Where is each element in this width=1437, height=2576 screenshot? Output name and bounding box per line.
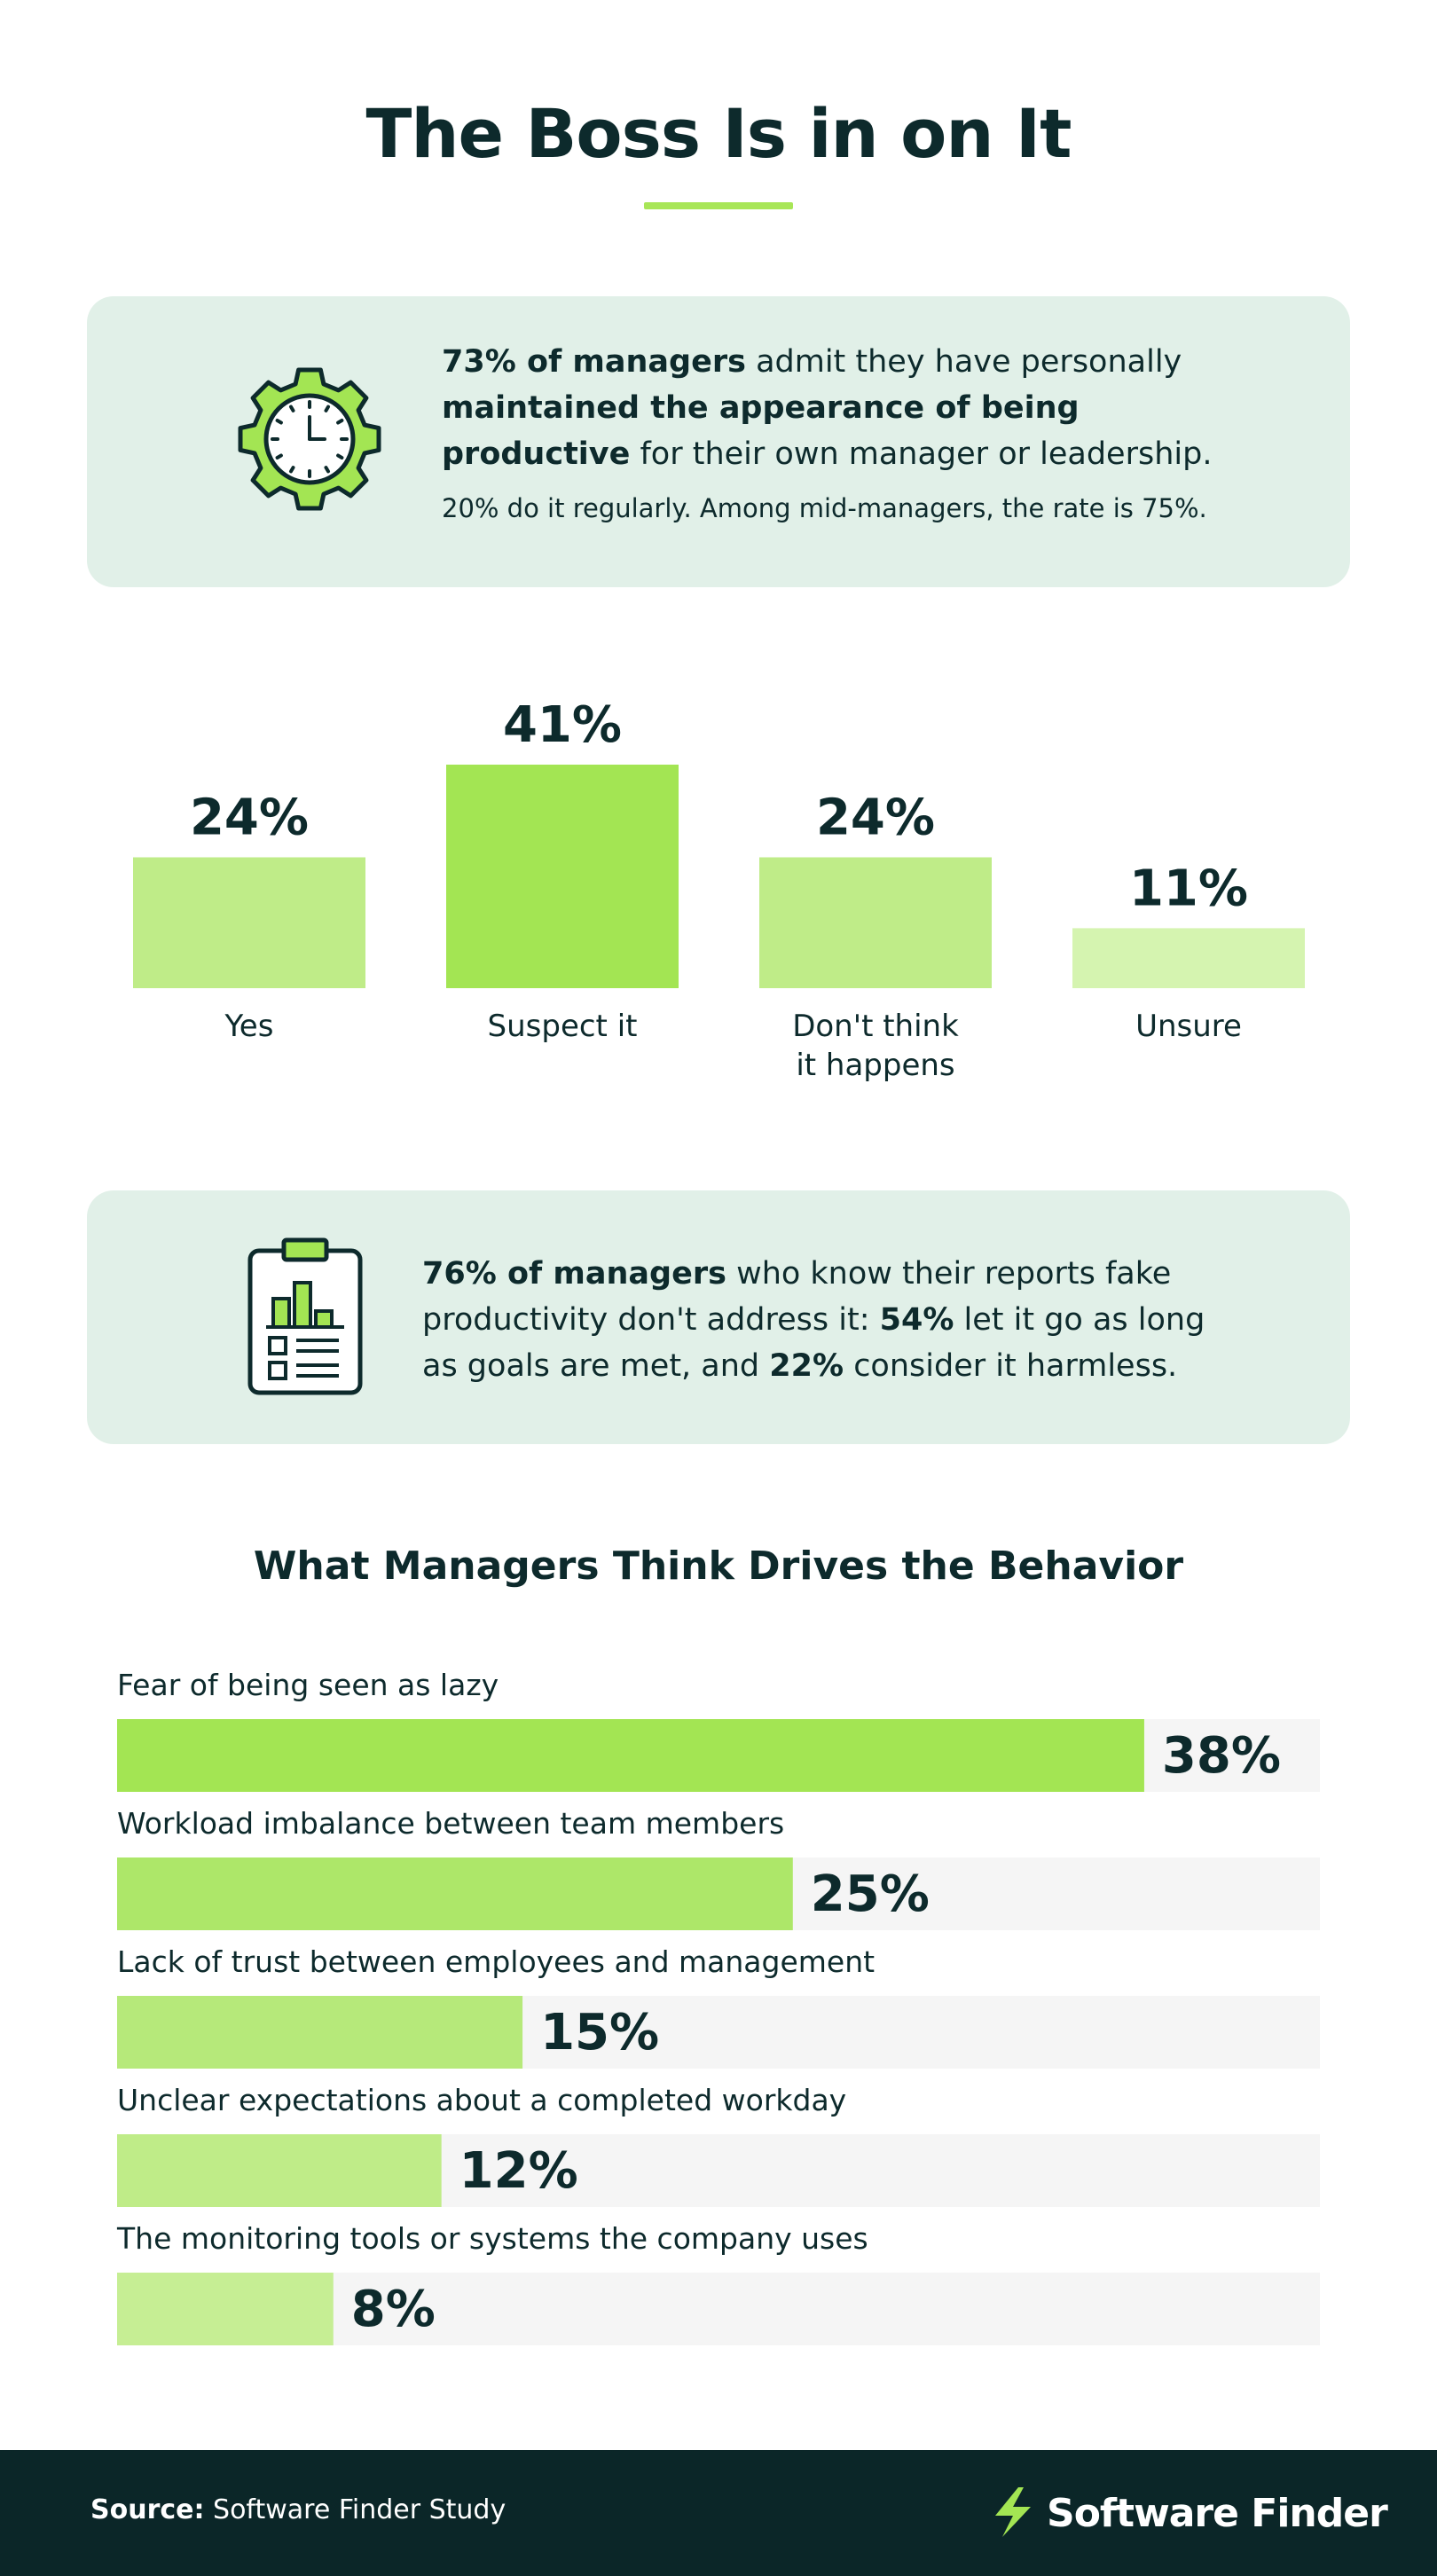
footer: Source: Software Finder Study Software F… [0, 2450, 1437, 2576]
bar [446, 765, 679, 988]
bar [117, 1719, 1144, 1792]
stat-highlight: 22% [769, 1348, 844, 1384]
gear-clock-icon [238, 367, 381, 511]
clipboard-chart-icon [247, 1237, 364, 1396]
stat-highlight: 76% of managers [422, 1256, 726, 1292]
bar-value-label: 38% [1162, 1727, 1281, 1785]
bar-category-label: Workload imbalance between team members [117, 1806, 784, 1841]
bar-category-label: Fear of being seen as lazy [117, 1668, 499, 1702]
source-text: Software Finder Study [204, 2494, 506, 2525]
bar-value-label: 11% [1129, 860, 1248, 917]
managers-appearance-subtext: 20% do it regularly. Among mid-managers,… [442, 493, 1207, 523]
bar [117, 2134, 442, 2207]
managers-appearance-text: 73% of managers admit they have personal… [442, 339, 1240, 477]
stat-text: who know their reports fake productivity… [422, 1256, 1172, 1338]
bar [117, 2273, 334, 2345]
stat-highlight: 73% of managers [442, 344, 746, 380]
title-underline [644, 202, 793, 209]
managers-address-text: 76% of managers who know their reports f… [422, 1251, 1221, 1389]
bar-value-label: 15% [540, 2004, 659, 2062]
bar-category-label: Unsure [1135, 1009, 1242, 1044]
stat-text: consider it harmless. [844, 1348, 1178, 1384]
bar-category-label: Lack of trust between employees and mana… [117, 1944, 875, 1979]
bar [117, 1857, 793, 1930]
drivers-chart-title: What Managers Think Drives the Behavior [253, 1543, 1184, 1589]
page-title: The Boss Is in on It [365, 94, 1072, 173]
bar-category-label: The monitoring tools or systems the comp… [116, 2221, 868, 2256]
bar-value-label: 24% [816, 789, 935, 846]
bar [759, 857, 992, 988]
bar-category-label: Unclear expectations about a completed w… [117, 2083, 846, 2117]
bar-category-label: Don't think it happens [792, 1009, 959, 1083]
bar-value-label: 24% [190, 789, 309, 846]
source-label: Source: [90, 2494, 205, 2525]
bar-value-label: 41% [503, 696, 622, 754]
stat-card-managers-appearance: 73% of managers admit they have personal… [87, 296, 1350, 587]
stat-card-managers-address: 76% of managers who know their reports f… [87, 1190, 1350, 1444]
brand-name: Software Finder [1047, 2491, 1388, 2536]
bar [117, 1996, 523, 2069]
stat-highlight: 54% [879, 1302, 954, 1338]
bar [1072, 928, 1305, 988]
bar-category-label: Suspect it [488, 1009, 638, 1044]
software-finder-logo-icon [995, 2487, 1031, 2537]
horizontal-bar-chart: Fear of being seen as lazy 38% Workload im… [116, 1668, 1320, 2345]
stat-text: admit they have personally [745, 344, 1182, 380]
bar [133, 857, 365, 988]
vertical-bar-chart: 24% Yes 41% Suspect it 24% Don't think it happ… [133, 696, 1305, 1083]
bar-value-label: 25% [811, 1865, 930, 1923]
bar-value-label: 8% [351, 2281, 436, 2338]
stat-text: for their own manager or leadership. [630, 436, 1213, 472]
bar-value-label: 12% [459, 2142, 578, 2200]
source-note: Source: Software Finder Study [90, 2494, 506, 2525]
stat-highlight: maintained the appearance of being produ… [442, 390, 1080, 472]
bar-category-label: Yes [224, 1009, 274, 1044]
stat-text: let it go as long as goals are met, and [422, 1302, 1205, 1384]
